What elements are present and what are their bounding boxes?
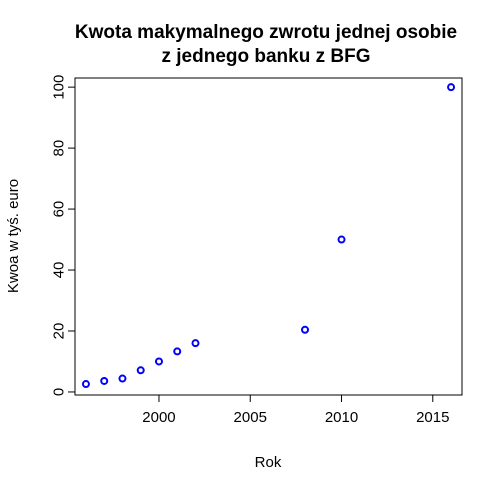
- y-tick-label: 40: [50, 262, 67, 279]
- data-point: [154, 357, 163, 366]
- y-tick-label: 60: [50, 201, 67, 218]
- plot-frame: [74, 77, 463, 396]
- x-tick-label: 2000: [142, 409, 175, 426]
- data-point: [191, 339, 200, 348]
- x-tick-label: 2010: [325, 409, 358, 426]
- y-tick-label: 80: [50, 140, 67, 157]
- data-point: [173, 347, 182, 356]
- chart-title-line-2: z jednego banku z BFG: [161, 46, 370, 67]
- y-axis-label: Kwoa w tyś. euro: [5, 179, 22, 293]
- data-point: [136, 366, 145, 375]
- x-tick-label: 2015: [416, 409, 449, 426]
- data-points: [81, 83, 456, 389]
- y-tick-label: 20: [50, 323, 67, 340]
- x-axis: 2000 2005 2010 2015: [142, 394, 449, 426]
- chart-title-line-1: Kwota makymalnego zwrotu jednej osobie: [75, 22, 457, 43]
- y-axis: 0 20 40 60 80 100: [50, 75, 76, 396]
- data-point: [100, 376, 109, 385]
- data-point: [81, 380, 90, 389]
- data-point: [447, 83, 456, 92]
- x-tick-label: 2005: [234, 409, 267, 426]
- data-point: [118, 374, 127, 383]
- data-point: [337, 235, 346, 244]
- y-tick-label: 0: [50, 388, 67, 396]
- x-axis-label: Rok: [255, 454, 282, 471]
- y-tick-label: 100: [50, 75, 67, 100]
- data-point: [301, 325, 310, 334]
